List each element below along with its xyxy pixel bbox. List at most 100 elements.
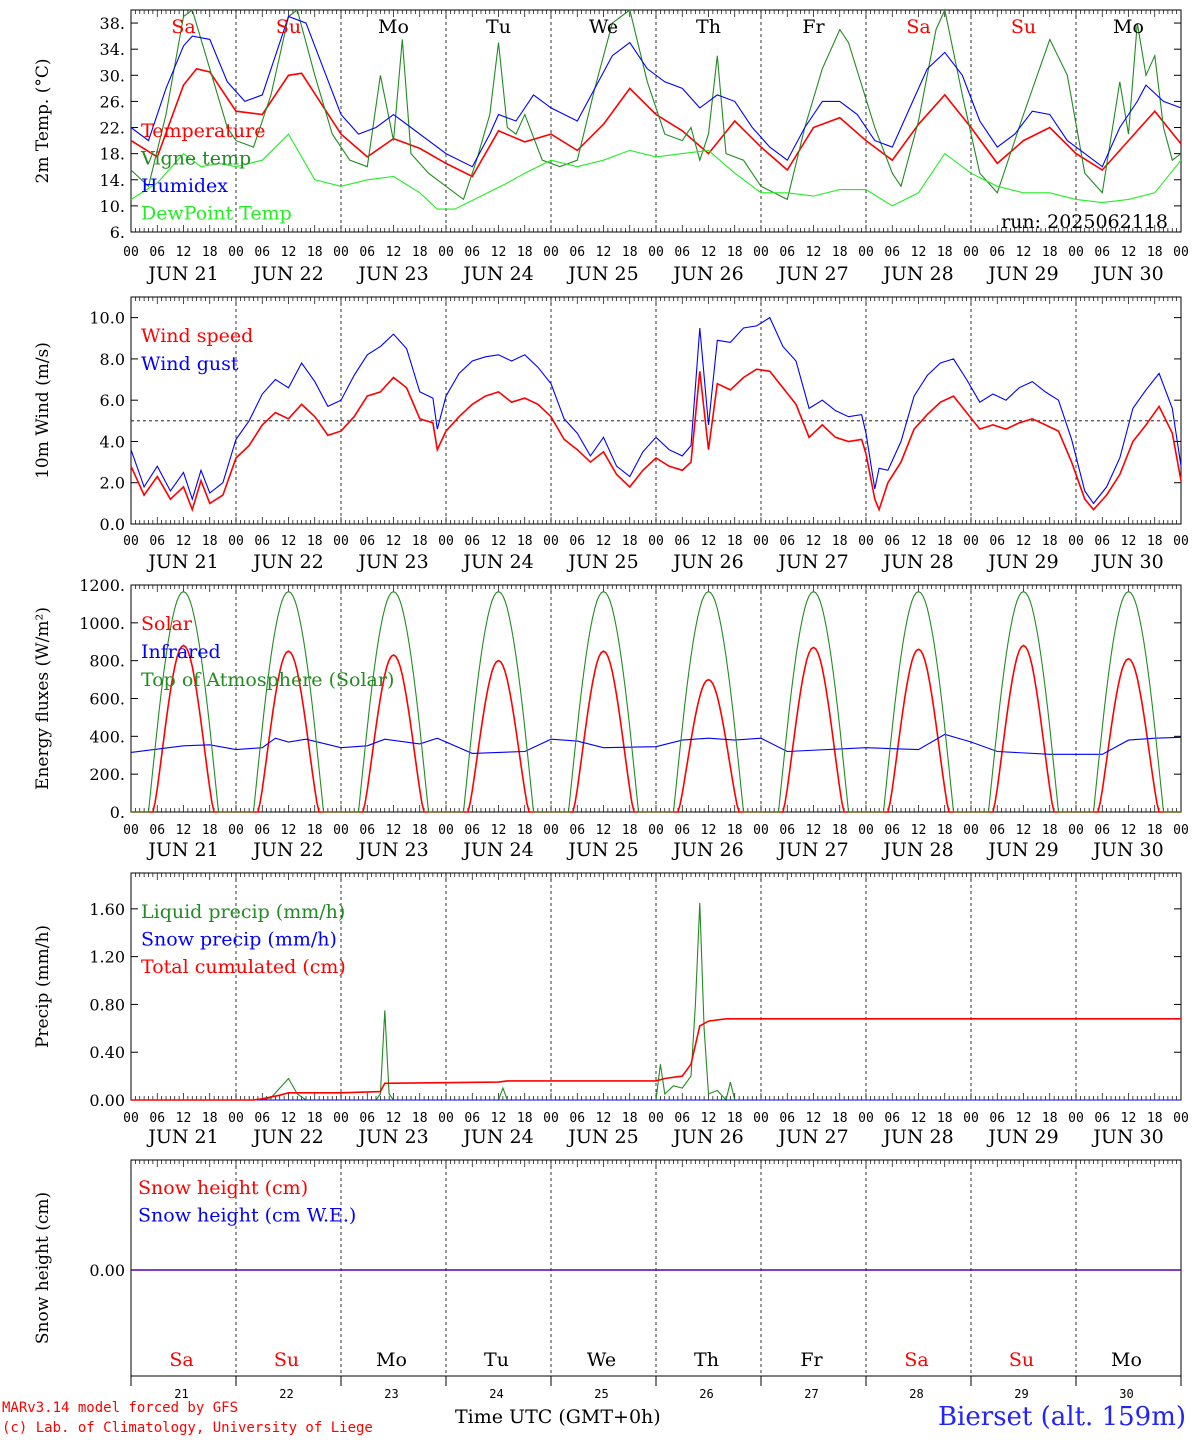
hour-tick-label: 18: [1147, 1111, 1163, 1126]
y-tick-label: 10.0: [89, 309, 125, 328]
hour-tick-label: 12: [176, 534, 192, 549]
y-tick-label: 0.: [110, 803, 125, 822]
y-tick-label: 10.: [100, 197, 125, 216]
hour-tick-label: 12: [386, 245, 402, 260]
y-tick-label: 6.: [110, 223, 125, 242]
legend-entry: Vigne temp: [140, 148, 251, 170]
weekday-label-bottom: Mo: [376, 1349, 407, 1371]
weekday-label-top: Mo: [1113, 16, 1144, 38]
hour-tick-label: 06: [359, 1111, 375, 1126]
day-number-label: 26: [699, 1387, 713, 1401]
hour-tick-label: 00: [1173, 245, 1189, 260]
hour-tick-label: 00: [858, 1111, 874, 1126]
hour-tick-label: 18: [622, 1111, 638, 1126]
hour-tick-label: 00: [753, 823, 769, 838]
day-number-label: 27: [804, 1387, 818, 1401]
hour-tick-label: 06: [779, 245, 795, 260]
day-number-label: 22: [279, 1387, 293, 1401]
y-tick-label: 2.0: [100, 474, 125, 493]
hour-tick-label: 18: [517, 1111, 533, 1126]
weekday-label-top: Sa: [171, 16, 195, 38]
date-label: JUN 30: [1091, 551, 1163, 573]
hour-tick-label: 00: [1173, 823, 1189, 838]
hour-tick-label: 12: [1016, 245, 1032, 260]
hour-tick-label: 12: [1121, 1111, 1137, 1126]
hour-tick-label: 18: [517, 534, 533, 549]
y-tick-label: 6.0: [100, 391, 125, 410]
hour-tick-label: 06: [359, 823, 375, 838]
hour-tick-label: 06: [569, 534, 585, 549]
date-label: JUN 23: [356, 263, 428, 285]
date-label: JUN 25: [566, 551, 638, 573]
hour-tick-label: 12: [1016, 823, 1032, 838]
hour-tick-label: 18: [412, 534, 428, 549]
date-label: JUN 25: [566, 839, 638, 861]
date-label: JUN 26: [671, 551, 743, 573]
hour-tick-label: 00: [1173, 1111, 1189, 1126]
y-tick-label: 18.: [100, 145, 125, 164]
date-label: JUN 22: [251, 263, 323, 285]
hour-tick-label: 18: [202, 245, 218, 260]
hour-tick-label: 18: [832, 823, 848, 838]
hour-tick-label: 00: [228, 534, 244, 549]
hour-tick-label: 12: [701, 534, 717, 549]
hour-tick-label: 00: [123, 1111, 139, 1126]
y-tick-label: 34.: [100, 40, 125, 59]
model-credit: MARv3.14 model forced by GFS: [2, 1400, 239, 1416]
weekday-label-bottom: Th: [694, 1349, 719, 1371]
y-tick-label: 1.20: [89, 948, 125, 967]
hour-tick-label: 06: [359, 534, 375, 549]
date-label: JUN 23: [356, 551, 428, 573]
date-label: JUN 28: [881, 839, 953, 861]
legend-entry: Solar: [141, 613, 193, 635]
date-label: JUN 21: [146, 263, 218, 285]
weekday-label-bottom: Fr: [800, 1349, 823, 1371]
hour-tick-label: 12: [386, 823, 402, 838]
hour-tick-label: 00: [1173, 534, 1189, 549]
hour-tick-label: 00: [1068, 1111, 1084, 1126]
day-number-label: 25: [594, 1387, 608, 1401]
legend-entry: Snow height (cm): [138, 1177, 308, 1199]
series-line-total-cumulated-cm-: [131, 1018, 1181, 1101]
weekday-label-bottom: Sa: [169, 1349, 193, 1371]
day-number-label: 28: [909, 1387, 923, 1401]
hour-tick-label: 06: [884, 534, 900, 549]
y-axis-label: 10m Wind (m/s): [33, 342, 53, 479]
date-label: JUN 24: [461, 839, 533, 861]
hour-tick-label: 12: [596, 1111, 612, 1126]
date-label: JUN 28: [881, 1126, 953, 1148]
hour-tick-label: 12: [176, 823, 192, 838]
y-tick-label: 14.: [100, 171, 125, 190]
date-label: JUN 26: [671, 263, 743, 285]
hour-tick-label: 18: [1147, 534, 1163, 549]
weekday-label-bottom: Su: [274, 1349, 299, 1371]
y-tick-label: 1200.: [79, 576, 125, 595]
date-label: JUN 28: [881, 263, 953, 285]
legend-entry: Temperature: [141, 120, 265, 142]
legend-entry: Liquid precip (mm/h): [141, 901, 345, 923]
y-tick-label: 0.0: [100, 515, 125, 534]
hour-tick-label: 06: [464, 245, 480, 260]
hour-tick-label: 06: [674, 245, 690, 260]
series-line-vigne-temp: [130, 8, 1182, 201]
day-number-label: 29: [1014, 1387, 1028, 1401]
y-tick-label: 38.: [100, 14, 125, 33]
weekday-label-bottom: Tu: [484, 1349, 509, 1371]
hour-tick-label: 00: [438, 1111, 454, 1126]
hour-tick-label: 18: [412, 823, 428, 838]
hour-tick-label: 12: [596, 245, 612, 260]
hour-tick-label: 18: [412, 245, 428, 260]
y-tick-label: 22.: [100, 119, 125, 138]
hour-tick-label: 06: [1094, 823, 1110, 838]
hour-tick-label: 06: [569, 1111, 585, 1126]
date-label: JUN 22: [251, 839, 323, 861]
hour-tick-label: 18: [202, 534, 218, 549]
hour-tick-label: 00: [1068, 823, 1084, 838]
hour-tick-label: 06: [1094, 1111, 1110, 1126]
series-line-top-of-atmosphere-solar-: [131, 590, 1181, 813]
hour-tick-label: 18: [517, 823, 533, 838]
date-label: JUN 29: [986, 839, 1058, 861]
legend-entry: Wind speed: [141, 325, 253, 347]
hour-tick-label: 06: [1094, 534, 1110, 549]
